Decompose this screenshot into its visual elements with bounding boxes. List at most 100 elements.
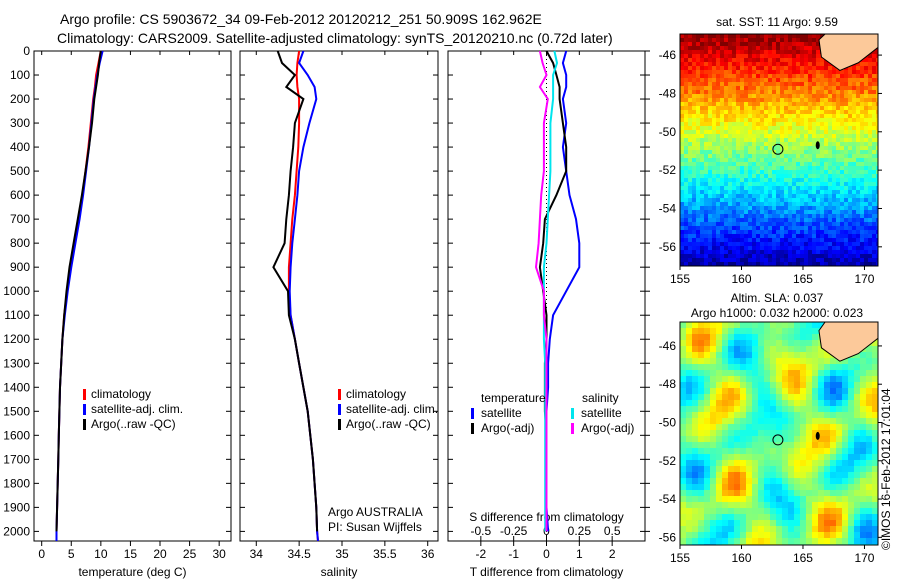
map-cell [864,66,868,70]
map-cell [736,178,740,182]
map-cell [812,158,816,162]
map-cell [684,190,688,194]
map-cell [866,496,872,502]
map-cell [740,138,744,142]
map-cell [688,106,692,110]
map-cell [704,346,710,352]
map-cell [824,242,828,246]
map-cell [692,174,696,178]
map-cell [712,226,716,230]
map-cell [770,508,776,514]
map-cell [704,254,708,258]
map-cell [812,146,816,150]
map-cell [828,162,832,166]
map-cell [712,182,716,186]
map-cell [872,242,876,246]
map-cell [872,370,878,376]
map-cell [840,198,844,202]
map-cell [792,250,796,254]
map-cell [696,214,700,218]
map-cell [780,190,784,194]
map-cell [772,230,776,234]
map-cell [794,352,800,358]
map-cell [758,364,764,370]
map-cell [732,70,736,74]
map-cell [794,328,800,334]
map-cell [806,322,812,328]
map-cell [740,436,746,442]
map-cell [752,322,758,328]
map-cell [782,346,788,352]
map-cell [758,376,764,382]
map-cell [732,122,736,126]
map-cell [864,122,868,126]
map-cell [808,146,812,150]
map-cell [876,106,878,110]
map-cell [756,254,760,258]
map-cell [686,430,692,436]
map-cell [728,262,732,266]
map-cell [692,130,696,134]
map-cell [760,238,764,242]
map-cell [684,94,688,98]
map-cell [732,130,736,134]
map-cell [724,162,728,166]
map-cell [752,166,756,170]
map-cell [740,50,744,54]
map-cell [840,102,844,106]
map-cell [872,436,878,442]
map-cell [852,178,856,182]
map-cell [804,118,808,122]
map-cell [744,138,748,142]
map-cell [770,346,776,352]
map-cell [758,370,764,376]
map-cell [776,388,782,394]
map-cell [812,364,818,370]
map-cell [708,186,712,190]
map-cell [840,114,844,118]
map-cell [684,54,688,58]
map-cell [770,520,776,526]
map-cell [812,210,816,214]
map-cell [816,158,820,162]
map-cell [696,78,700,82]
map-cell [800,424,806,430]
map-cell [700,82,704,86]
map-cell [740,496,746,502]
map-cell [828,106,832,110]
y-tick-label: 1300 [3,356,30,370]
y-tick-label: 1000 [3,284,30,298]
profile-panel-temperature: 0100200300400500600700800900100011001200… [3,44,232,579]
map-cell [864,178,868,182]
map-cell [824,158,828,162]
map-cell [720,170,724,174]
map-cell [776,50,780,54]
map-cell [816,78,820,82]
map-cell [760,106,764,110]
map-cell [756,70,760,74]
map-cell [704,118,708,122]
map-cell [744,154,748,158]
map-cell [836,106,840,110]
map-cell [804,42,808,46]
map-cell [704,358,710,364]
map-cell [736,174,740,178]
map-cell [860,210,864,214]
map-cell [828,134,832,138]
y-tick-label: 100 [10,68,30,82]
map-cell [776,98,780,102]
x-tick-label: 25 [183,547,197,561]
map-cell [732,258,736,262]
map-cell [844,114,848,118]
map-cell [788,538,794,544]
map-cell [724,230,728,234]
map-cell [744,70,748,74]
map-cell [748,186,752,190]
map-cell [680,174,684,178]
map-cell [832,82,836,86]
map-cell [752,454,758,460]
map-cell [854,478,860,484]
map-cell [808,234,812,238]
map-cell [722,334,728,340]
map-cell [722,430,728,436]
